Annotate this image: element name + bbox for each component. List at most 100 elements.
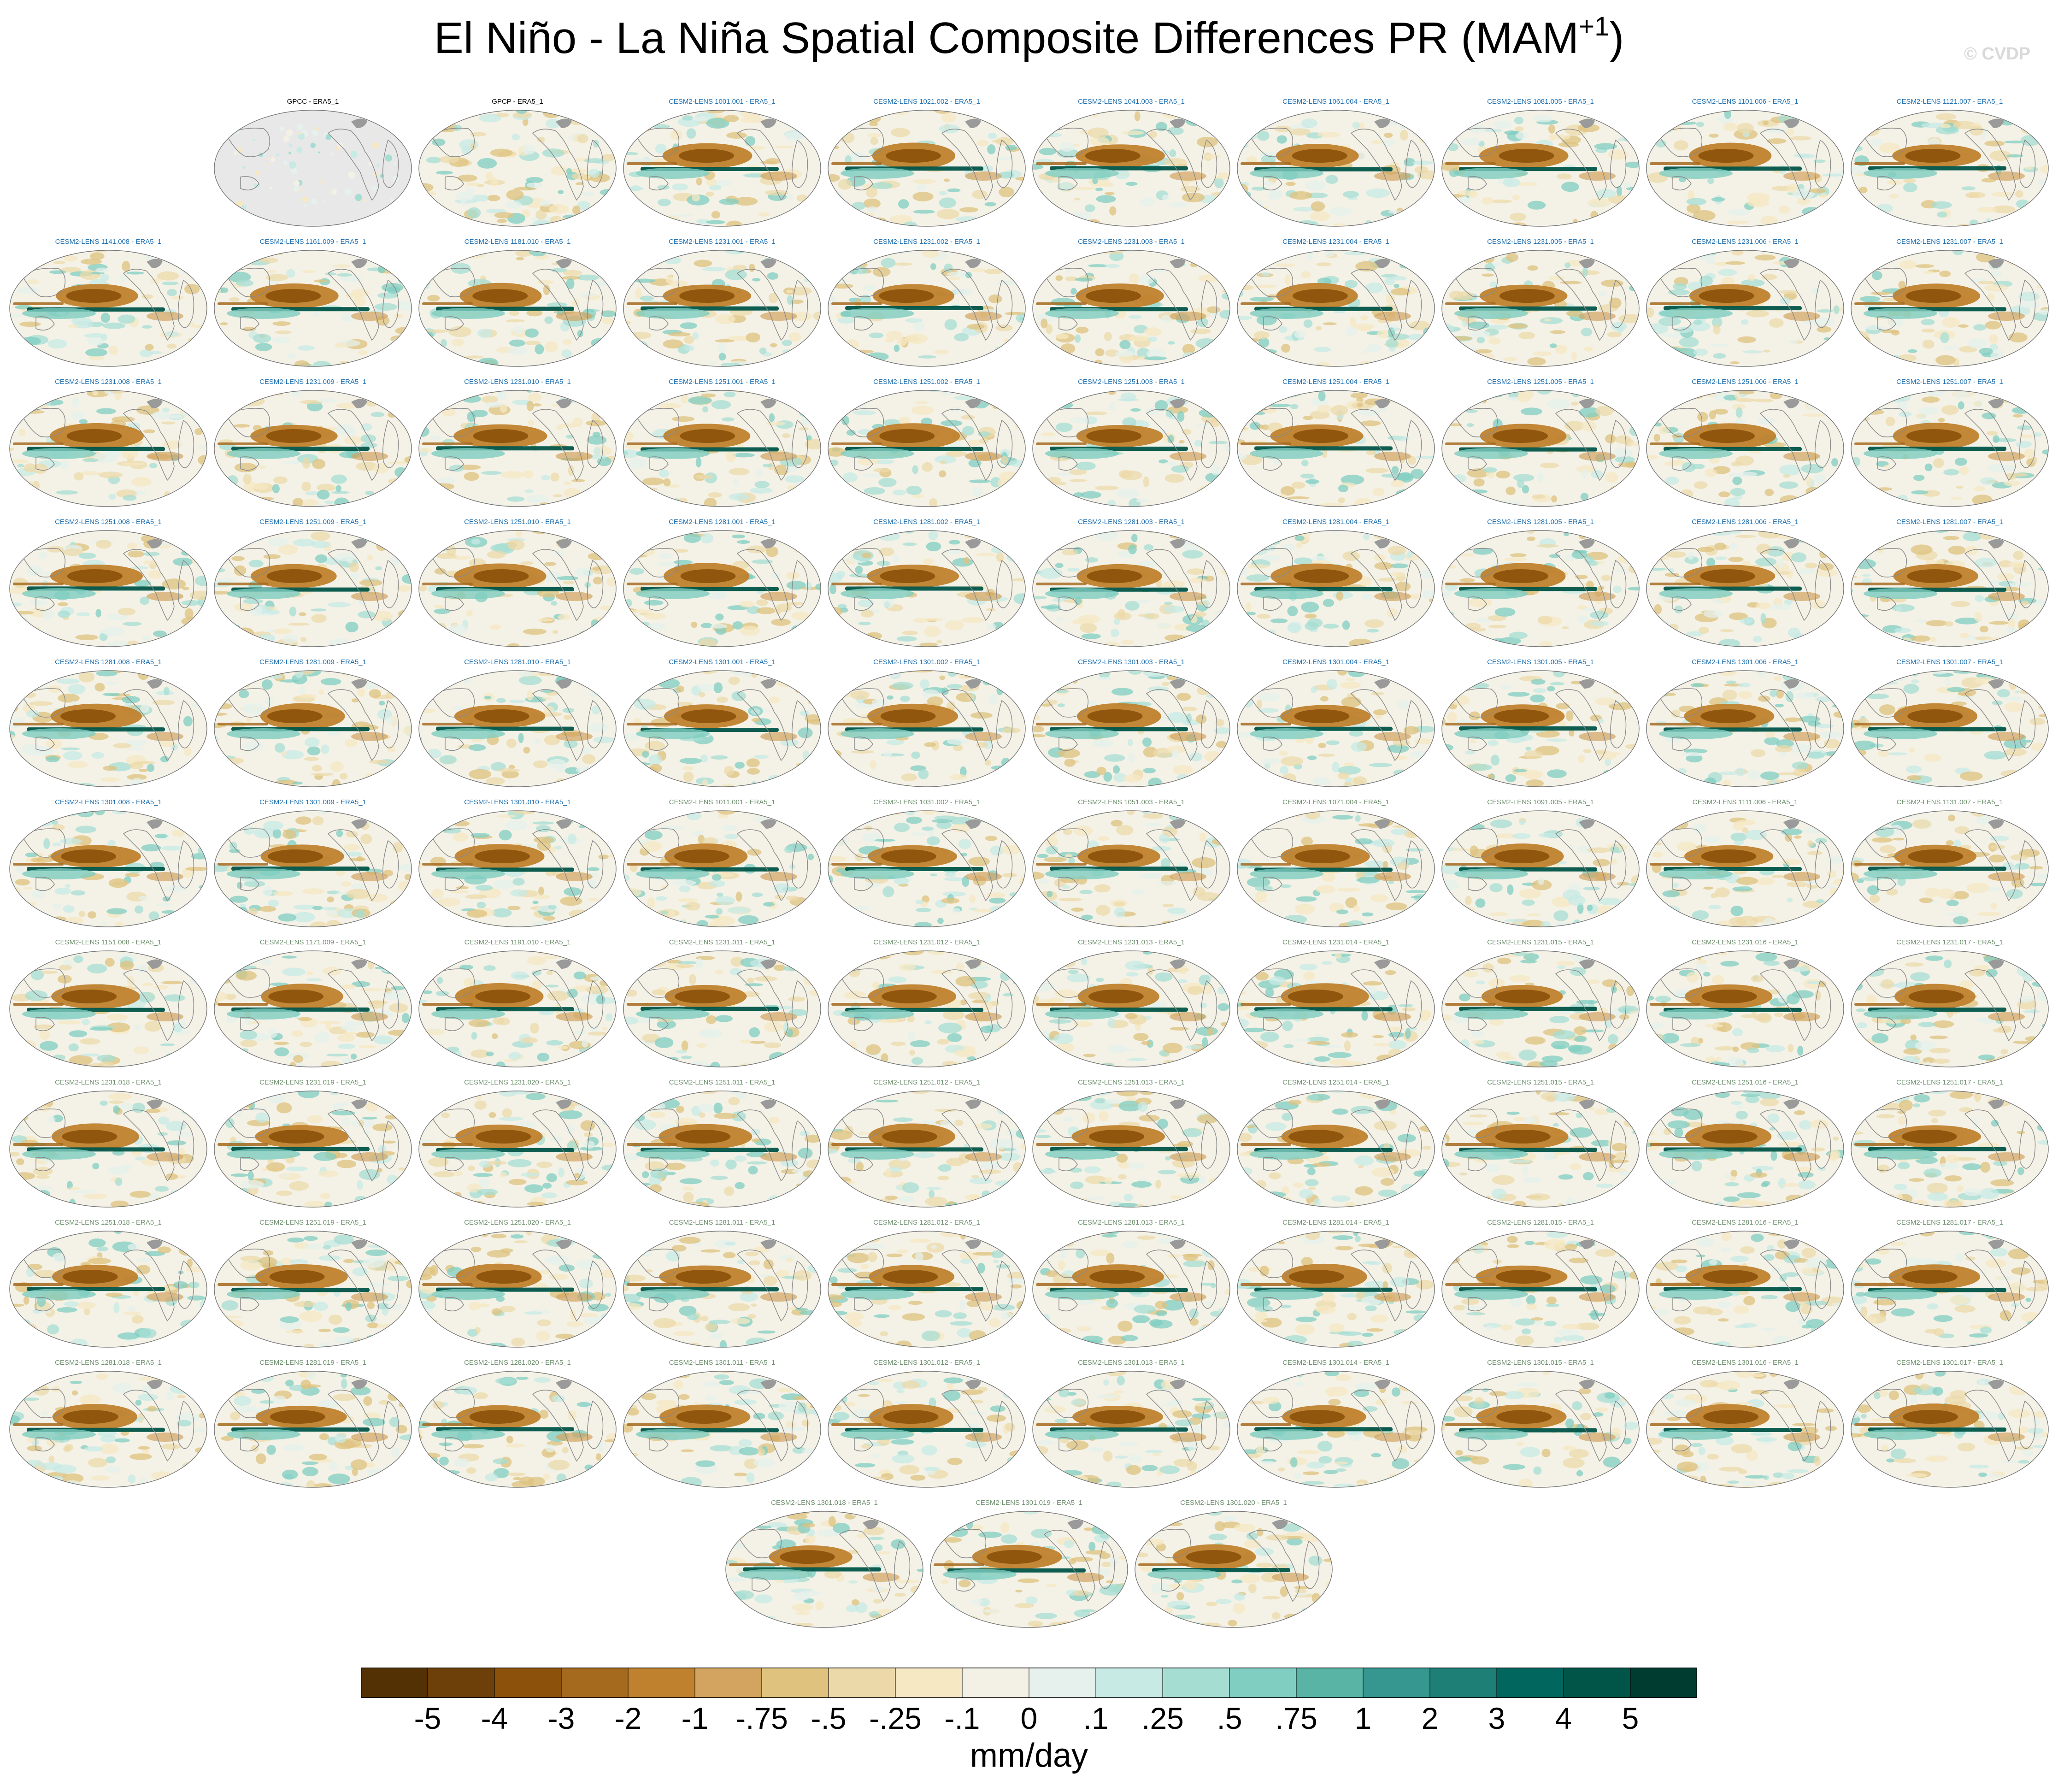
map-globe — [214, 670, 412, 787]
anomaly-blob — [1422, 532, 1433, 539]
anomaly-blob — [939, 470, 947, 477]
anomaly-blob — [815, 583, 821, 590]
anomaly-blob — [108, 494, 116, 500]
americas-coastline — [123, 689, 175, 761]
anomaly-blob — [335, 390, 346, 392]
globe-border — [1237, 390, 1435, 507]
anomaly-blob — [10, 535, 19, 543]
dry-anomaly-atlantic — [1374, 732, 1411, 741]
anomaly-blob — [299, 686, 306, 695]
anomaly-blob — [1300, 473, 1315, 479]
anomaly-blob — [747, 606, 761, 614]
strong-dry-anomaly — [1292, 289, 1348, 303]
anomaly-blob — [140, 704, 149, 713]
anomaly-blob — [272, 484, 280, 494]
anomaly-blob — [976, 140, 988, 147]
anomaly-blob — [252, 360, 260, 366]
anomaly-blob — [1468, 598, 1492, 607]
greenland-landmass — [1170, 679, 1186, 689]
anomaly-blob — [1052, 496, 1073, 502]
anomaly-blob — [121, 449, 138, 459]
anomaly-blob — [1816, 641, 1840, 647]
africa-coastline — [1610, 700, 1627, 749]
anomaly-blob — [316, 398, 336, 403]
anomaly-blob — [858, 599, 875, 607]
anomaly-blob — [600, 153, 616, 161]
anomaly-blob — [1537, 472, 1544, 483]
anomaly-blob — [1488, 615, 1507, 621]
anomaly-blob — [947, 271, 970, 277]
anomaly-blob — [1096, 677, 1112, 681]
anomaly-blob — [692, 116, 708, 121]
strong-dry-anomaly — [266, 429, 322, 443]
anomaly-blob — [628, 675, 649, 686]
anomaly-blob — [1952, 121, 1976, 130]
anomaly-blob — [1210, 350, 1227, 357]
anomaly-blob — [163, 440, 182, 449]
map-globe — [418, 670, 617, 787]
anomaly-blob — [1219, 310, 1230, 319]
anomaly-blob — [1719, 629, 1735, 632]
anomaly-blob — [973, 361, 994, 366]
map-panel-title: CESM2-LENS 1231.005 - ERA5_1 — [1487, 238, 1594, 246]
anomaly-blob — [766, 546, 779, 557]
anomaly-blob — [1550, 134, 1570, 140]
anomaly-blob — [912, 494, 924, 498]
anomaly-blob — [709, 184, 722, 191]
anomaly-blob — [565, 435, 574, 439]
globe-border — [1646, 530, 1844, 647]
anomaly-blob — [535, 210, 547, 220]
anomaly-blob — [858, 458, 879, 466]
anomaly-blob — [194, 575, 207, 586]
anomaly-blob — [984, 202, 997, 206]
anomaly-blob — [313, 279, 328, 283]
anomaly-blob — [777, 362, 799, 366]
anomaly-blob — [1250, 297, 1274, 302]
anomaly-blob — [10, 357, 22, 361]
anomaly-blob — [644, 612, 666, 620]
anomaly-blob — [640, 639, 659, 647]
anomaly-blob — [1152, 269, 1166, 273]
anomaly-blob — [1237, 764, 1254, 770]
anomaly-blob — [786, 289, 793, 294]
anomaly-blob — [1445, 584, 1458, 591]
anomaly-blob — [1725, 261, 1746, 265]
anomaly-blob — [100, 312, 110, 323]
anomaly-blob — [1095, 188, 1103, 191]
anomaly-blob — [1167, 341, 1175, 345]
anomaly-blob — [420, 392, 429, 395]
anomaly-blob — [1419, 134, 1426, 144]
strong-dry-anomaly — [1499, 289, 1555, 303]
anomaly-blob — [1674, 605, 1683, 614]
anomaly-blob — [259, 258, 279, 263]
anomaly-blob — [1237, 439, 1246, 445]
globe-border — [418, 670, 617, 787]
australia-coastline — [445, 737, 464, 751]
anomaly-blob — [506, 189, 524, 200]
anomaly-blob — [2030, 492, 2037, 501]
anomaly-blob — [442, 636, 449, 643]
anomaly-blob — [508, 765, 515, 770]
anomaly-blob — [1820, 346, 1832, 357]
land-anomaly-blob — [361, 199, 365, 202]
anomaly-blob — [1423, 589, 1435, 599]
anomaly-blob — [484, 401, 503, 408]
anomaly-blob — [1924, 271, 1934, 274]
anomaly-blob — [1006, 401, 1025, 406]
anomaly-blob — [19, 321, 41, 327]
anomaly-blob — [1186, 677, 1208, 681]
anomaly-blob — [373, 611, 393, 621]
anomaly-blob — [759, 347, 767, 354]
africa-coastline — [1201, 139, 1217, 188]
australia-coastline — [854, 737, 873, 751]
anomaly-blob — [786, 581, 806, 590]
anomaly-blob — [243, 643, 258, 647]
anomaly-blob — [11, 459, 29, 464]
anomaly-blob — [796, 195, 808, 202]
anomaly-blob — [695, 474, 713, 479]
map-globe — [1646, 250, 1844, 367]
anomaly-blob — [1590, 620, 1609, 626]
anomaly-blob — [1388, 253, 1410, 263]
anomaly-blob — [1217, 114, 1230, 118]
anomaly-blob — [2023, 351, 2030, 361]
